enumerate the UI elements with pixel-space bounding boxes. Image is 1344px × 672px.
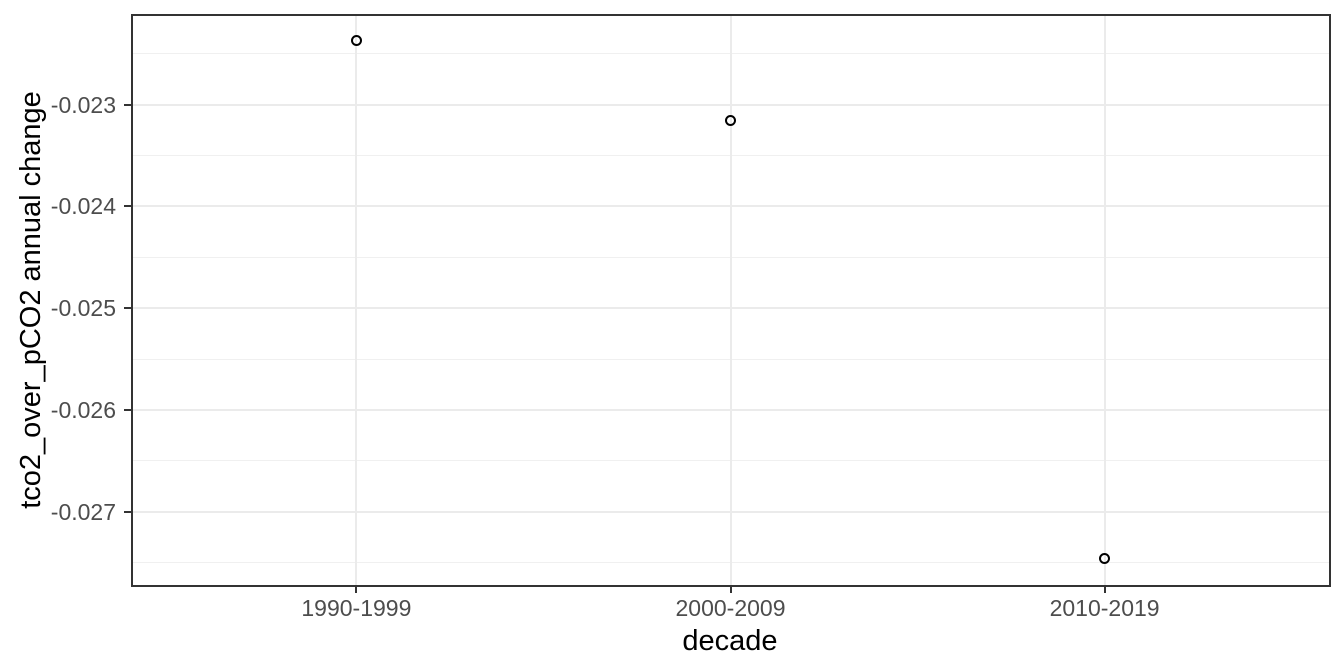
data-point xyxy=(725,115,736,127)
y-tick-label: -0.027 xyxy=(50,498,116,525)
x-tick-label: 2010-2019 xyxy=(1049,595,1160,621)
x-major-gridline xyxy=(1103,15,1106,585)
y-tick-mark xyxy=(124,205,132,208)
data-point xyxy=(1099,553,1111,564)
x-axis-title: decade xyxy=(682,625,778,657)
data-point xyxy=(350,34,362,46)
y-tick-label: -0.023 xyxy=(50,91,116,118)
y-tick-mark xyxy=(124,307,132,310)
x-tick-mark xyxy=(355,585,358,593)
y-axis-title: tco2_over_pCO2 annual change xyxy=(15,91,47,509)
y-tick-label: -0.025 xyxy=(50,295,116,322)
x-tick-label: 2000-2009 xyxy=(675,595,786,621)
x-major-gridline xyxy=(355,15,358,585)
x-tick-mark xyxy=(729,585,732,593)
y-tick-label: -0.026 xyxy=(50,396,116,423)
y-tick-label: -0.024 xyxy=(50,193,116,220)
x-tick-label: 1990-1999 xyxy=(301,595,412,621)
x-major-gridline xyxy=(729,15,732,585)
y-tick-mark xyxy=(124,510,132,513)
y-tick-mark xyxy=(124,103,132,106)
x-tick-mark xyxy=(1103,585,1106,593)
y-tick-mark xyxy=(124,408,132,411)
